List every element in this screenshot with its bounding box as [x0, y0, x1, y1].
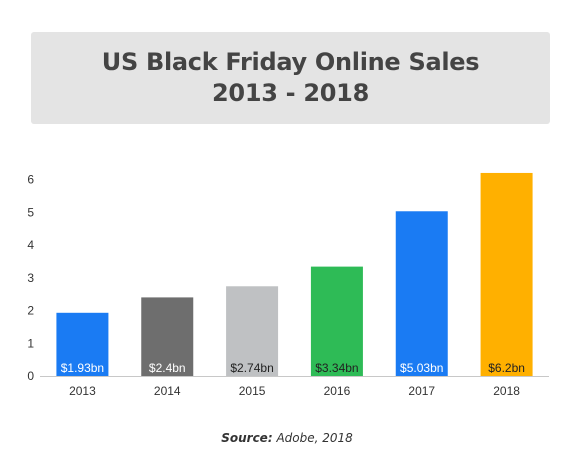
source-text: Adobe, 2018 [272, 431, 353, 445]
y-tick-label: 5 [27, 205, 34, 219]
y-tick-label: 6 [27, 173, 34, 187]
bar-data-label: $5.03bn [400, 361, 443, 375]
bar-data-label: $6.2bn [488, 361, 525, 375]
bar-data-label: $2.4bn [149, 361, 186, 375]
bar [480, 172, 533, 376]
x-tick-label: 2018 [493, 384, 520, 398]
bar [56, 312, 109, 376]
y-tick-label: 1 [27, 336, 34, 350]
x-tick-label: 2017 [408, 384, 435, 398]
x-tick-label: 2013 [69, 384, 96, 398]
chart-subtitle: 2013 - 2018 [212, 79, 369, 107]
x-tick-label: 2016 [324, 384, 351, 398]
bar-data-label: $2.74bn [230, 361, 273, 375]
chart-title-box: US Black Friday Online Sales 2013 - 2018 [31, 32, 550, 124]
source-label: Source: [221, 431, 273, 445]
bar-data-label: $3.34bn [315, 361, 358, 375]
x-tick-label: 2014 [154, 384, 181, 398]
bar [141, 297, 194, 376]
bar [226, 286, 279, 376]
y-tick-label: 3 [27, 271, 34, 285]
source-note: Source: Adobe, 2018 [0, 431, 574, 445]
y-tick-label: 0 [27, 369, 34, 383]
x-tick-label: 2015 [239, 384, 266, 398]
bar-data-label: $1.93bn [61, 361, 104, 375]
y-tick-label: 4 [27, 238, 34, 252]
bar [310, 266, 363, 376]
chart-title: US Black Friday Online Sales [101, 48, 480, 76]
y-tick-label: 2 [27, 304, 34, 318]
bar [395, 211, 448, 376]
